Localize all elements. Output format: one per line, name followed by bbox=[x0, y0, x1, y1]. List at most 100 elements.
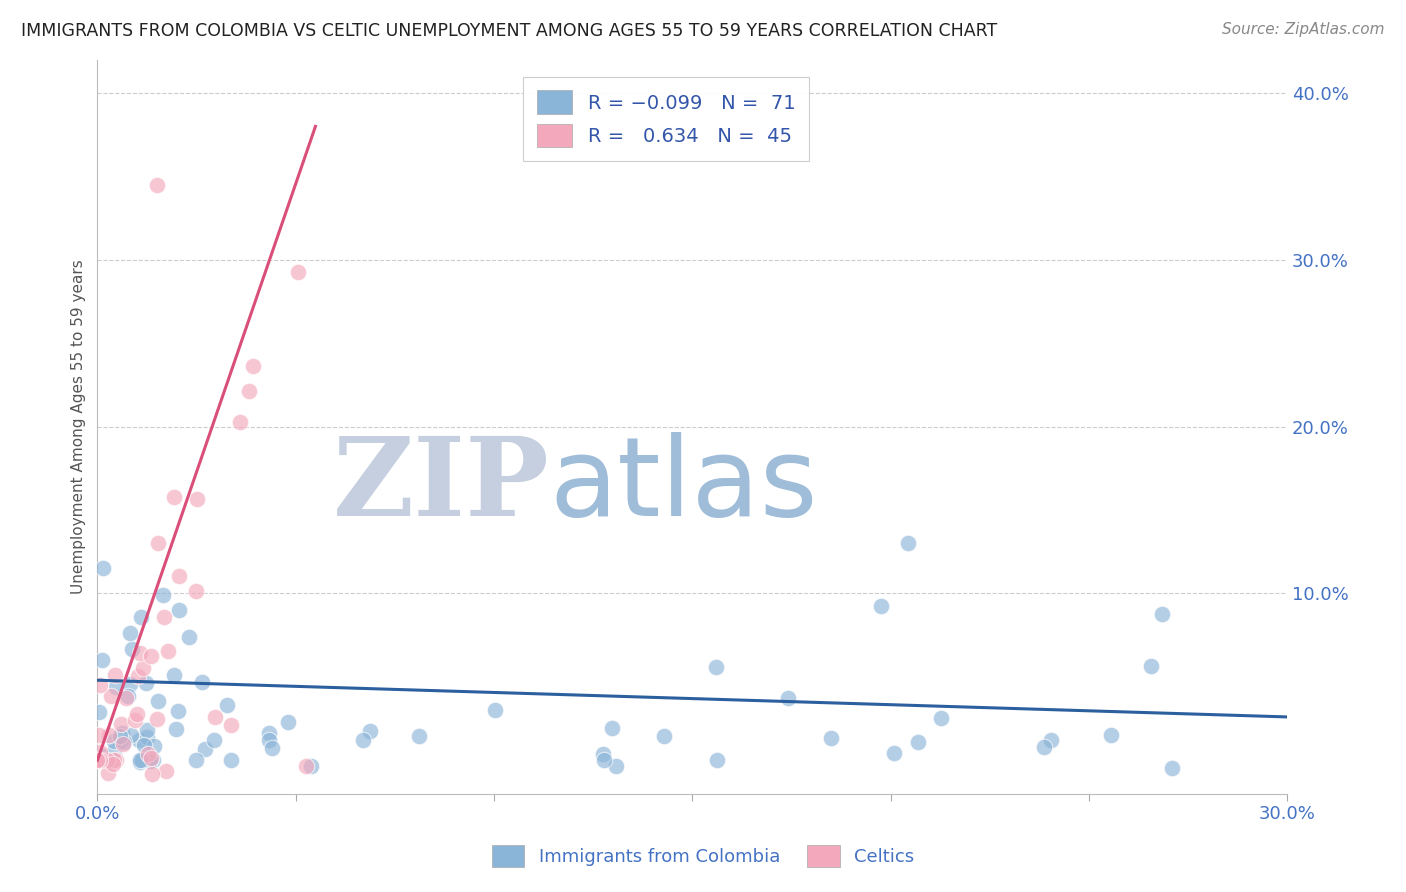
Point bbox=[191, 674, 214, 689]
Point bbox=[128, 647, 150, 661]
Point bbox=[352, 733, 374, 747]
Point bbox=[260, 740, 283, 755]
Text: IMMIGRANTS FROM COLOMBIA VS CELTIC UNEMPLOYMENT AMONG AGES 55 TO 59 YEARS CORREL: IMMIGRANTS FROM COLOMBIA VS CELTIC UNEMP… bbox=[21, 22, 997, 40]
Point bbox=[139, 648, 162, 663]
Point bbox=[143, 739, 166, 753]
Point bbox=[89, 753, 111, 767]
Point bbox=[157, 643, 180, 657]
Point bbox=[129, 753, 152, 767]
Point bbox=[359, 724, 381, 739]
Point bbox=[165, 722, 187, 736]
Point bbox=[120, 728, 142, 742]
Point bbox=[257, 733, 280, 747]
Point bbox=[136, 747, 159, 761]
Point bbox=[125, 706, 148, 721]
Point bbox=[86, 753, 108, 767]
Point bbox=[104, 753, 127, 767]
Point bbox=[96, 753, 118, 767]
Point bbox=[87, 753, 110, 767]
Point bbox=[120, 625, 142, 640]
Text: Source: ZipAtlas.com: Source: ZipAtlas.com bbox=[1222, 22, 1385, 37]
Point bbox=[929, 711, 952, 725]
Point bbox=[869, 599, 891, 614]
Point bbox=[605, 759, 627, 773]
Point bbox=[776, 691, 799, 706]
Point bbox=[131, 661, 153, 675]
Point bbox=[186, 583, 208, 598]
Point bbox=[87, 727, 110, 741]
Text: ZIP: ZIP bbox=[333, 432, 550, 539]
Point bbox=[242, 359, 264, 373]
Point bbox=[124, 714, 146, 728]
Point bbox=[229, 415, 252, 429]
Point bbox=[96, 754, 118, 768]
Point bbox=[897, 536, 920, 550]
Point bbox=[128, 733, 150, 747]
Point bbox=[907, 735, 929, 749]
Point bbox=[145, 712, 167, 726]
Point bbox=[103, 734, 125, 748]
Point bbox=[155, 764, 177, 778]
Point bbox=[202, 732, 225, 747]
Point bbox=[186, 753, 208, 767]
Point bbox=[91, 561, 114, 575]
Point bbox=[103, 753, 125, 767]
Point bbox=[179, 631, 201, 645]
Point bbox=[86, 753, 108, 767]
Point bbox=[820, 731, 842, 746]
Point bbox=[104, 668, 127, 682]
Point bbox=[1150, 607, 1173, 621]
Point bbox=[221, 753, 243, 767]
Point bbox=[152, 588, 174, 602]
Point bbox=[91, 748, 114, 763]
Point bbox=[129, 610, 152, 624]
Point bbox=[110, 716, 132, 731]
Point bbox=[238, 384, 260, 398]
Point bbox=[257, 726, 280, 740]
Legend: R = −0.099   N =  71, R =   0.634   N =  45: R = −0.099 N = 71, R = 0.634 N = 45 bbox=[523, 77, 808, 161]
Point bbox=[89, 705, 111, 719]
Point bbox=[131, 753, 153, 767]
Point bbox=[98, 728, 121, 742]
Point bbox=[408, 729, 430, 743]
Point bbox=[146, 178, 169, 192]
Point bbox=[97, 765, 120, 780]
Point bbox=[287, 265, 309, 279]
Point bbox=[108, 734, 131, 748]
Point bbox=[132, 739, 155, 753]
Point bbox=[114, 691, 136, 706]
Point bbox=[167, 704, 190, 718]
Point bbox=[217, 698, 239, 712]
Point bbox=[194, 742, 217, 756]
Legend: Immigrants from Colombia, Celtics: Immigrants from Colombia, Celtics bbox=[485, 838, 921, 874]
Text: atlas: atlas bbox=[550, 432, 818, 539]
Point bbox=[129, 755, 152, 769]
Point bbox=[100, 689, 122, 703]
Point bbox=[112, 735, 135, 749]
Point bbox=[117, 689, 139, 703]
Point bbox=[89, 745, 111, 759]
Point bbox=[600, 721, 623, 735]
Point bbox=[169, 569, 191, 583]
Point bbox=[219, 718, 242, 732]
Point bbox=[163, 668, 186, 682]
Point bbox=[135, 676, 157, 690]
Point bbox=[294, 758, 316, 772]
Point bbox=[141, 766, 163, 780]
Point bbox=[652, 730, 675, 744]
Point bbox=[593, 753, 616, 767]
Point bbox=[112, 737, 135, 751]
Y-axis label: Unemployment Among Ages 55 to 59 years: Unemployment Among Ages 55 to 59 years bbox=[72, 260, 86, 594]
Point bbox=[89, 678, 111, 692]
Point bbox=[204, 710, 226, 724]
Point bbox=[1160, 761, 1182, 775]
Point bbox=[1099, 728, 1122, 742]
Point bbox=[135, 723, 157, 738]
Point bbox=[127, 669, 149, 683]
Point bbox=[121, 642, 143, 657]
Point bbox=[141, 753, 163, 767]
Point bbox=[141, 751, 163, 765]
Point bbox=[146, 536, 169, 550]
Point bbox=[105, 681, 128, 695]
Point bbox=[136, 730, 159, 744]
